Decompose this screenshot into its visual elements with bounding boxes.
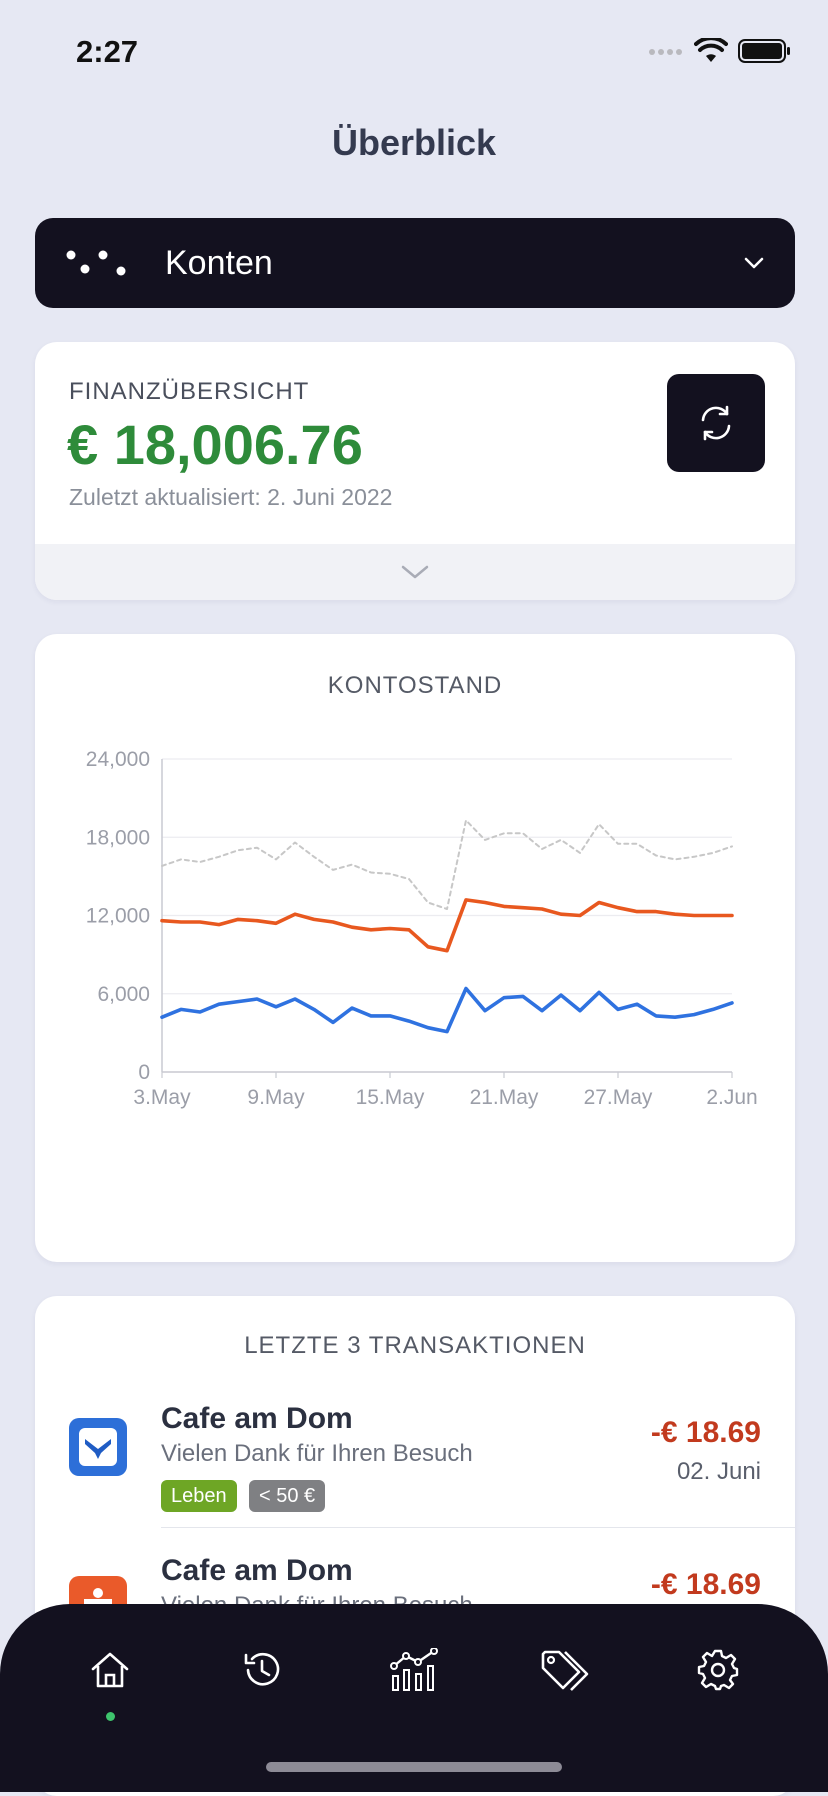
x-tick-label: 9.May xyxy=(247,1086,305,1109)
nav-active-indicator xyxy=(106,1712,115,1721)
x-tick-label: 27.May xyxy=(584,1086,653,1109)
home-indicator xyxy=(266,1762,562,1772)
refresh-button[interactable] xyxy=(667,374,765,472)
x-tick-label: 21.May xyxy=(470,1086,539,1109)
status-bar: 2:27 xyxy=(0,0,828,100)
x-tick-label: 3.May xyxy=(133,1086,191,1109)
wifi-icon xyxy=(694,38,728,62)
transaction-amount: -€ 18.69 xyxy=(650,1568,761,1601)
transaction-name: Cafe am Dom xyxy=(161,1554,353,1587)
y-tick-label: 0 xyxy=(138,1061,150,1084)
balance-chart-card: KONTOSTAND 24,000 18,000 12,000 6,000 0 3.May… xyxy=(35,634,795,1262)
finance-overview-card: FINANZÜBERSICHT € 18,006.76 Zuletzt aktu… xyxy=(35,342,795,600)
dots-icon xyxy=(66,250,126,276)
finance-expand-toggle[interactable] xyxy=(35,544,795,600)
battery-icon xyxy=(738,39,790,63)
bottom-nav xyxy=(0,1604,828,1792)
finance-updated: Zuletzt aktualisiert: 2. Juni 2022 xyxy=(69,484,393,510)
accounts-label: Konten xyxy=(165,243,273,282)
balance-chart: 24,000 18,000 12,000 6,000 03.May 9.May 15.May… xyxy=(86,748,758,1109)
status-time: 2:27 xyxy=(76,34,139,69)
y-tick-label: 12,000 xyxy=(86,905,150,928)
transaction-description: Vielen Dank für Ihren Besuch xyxy=(161,1440,473,1467)
bank-logo-icon xyxy=(69,1418,127,1476)
page-title: Überblick xyxy=(331,122,497,163)
chevron-down-icon xyxy=(744,257,764,269)
series-line-1 xyxy=(160,898,734,953)
series-line-2 xyxy=(160,986,734,1034)
settings-icon xyxy=(697,1649,739,1691)
tags-icon xyxy=(541,1650,589,1691)
y-tick-label: 18,000 xyxy=(86,826,150,849)
refresh-icon xyxy=(701,405,731,441)
x-tick-label: 2.Jun xyxy=(706,1086,757,1109)
divider xyxy=(161,1527,795,1528)
series-line-0 xyxy=(161,819,733,910)
chevron-down-icon xyxy=(401,565,429,579)
transaction-row[interactable]: Cafe am Dom Vielen Dank für Ihren Besuch… xyxy=(35,1402,795,1552)
nav-settings[interactable] xyxy=(688,1640,748,1700)
transaction-date: 02. Juni xyxy=(676,1458,761,1485)
transaction-name: Cafe am Dom xyxy=(161,1402,353,1435)
y-tick-label: 24,000 xyxy=(86,748,150,771)
finance-label: FINANZÜBERSICHT xyxy=(69,378,310,405)
transaction-amount: -€ 18.69 xyxy=(650,1416,761,1449)
signal-icon xyxy=(649,49,682,55)
tag-leben: Leben xyxy=(161,1480,237,1512)
nav-home[interactable] xyxy=(80,1640,140,1700)
nav-tags[interactable] xyxy=(536,1640,596,1700)
x-tick-label: 15.May xyxy=(356,1086,425,1109)
nav-analytics[interactable] xyxy=(384,1640,444,1700)
accounts-selector[interactable]: Konten xyxy=(35,218,795,308)
nav-history[interactable] xyxy=(232,1640,292,1700)
home-icon xyxy=(91,1652,129,1688)
chart-title: KONTOSTAND xyxy=(327,672,503,699)
tag-under-50: < 50 € xyxy=(249,1480,326,1512)
finance-amount: € 18,006.76 xyxy=(67,413,363,476)
y-tick-label: 6,000 xyxy=(97,983,150,1006)
transactions-title: LETZTE 3 TRANSAKTIONEN xyxy=(244,1332,586,1359)
history-icon xyxy=(244,1652,280,1686)
analytics-icon xyxy=(390,1648,438,1691)
status-icons xyxy=(648,38,792,64)
